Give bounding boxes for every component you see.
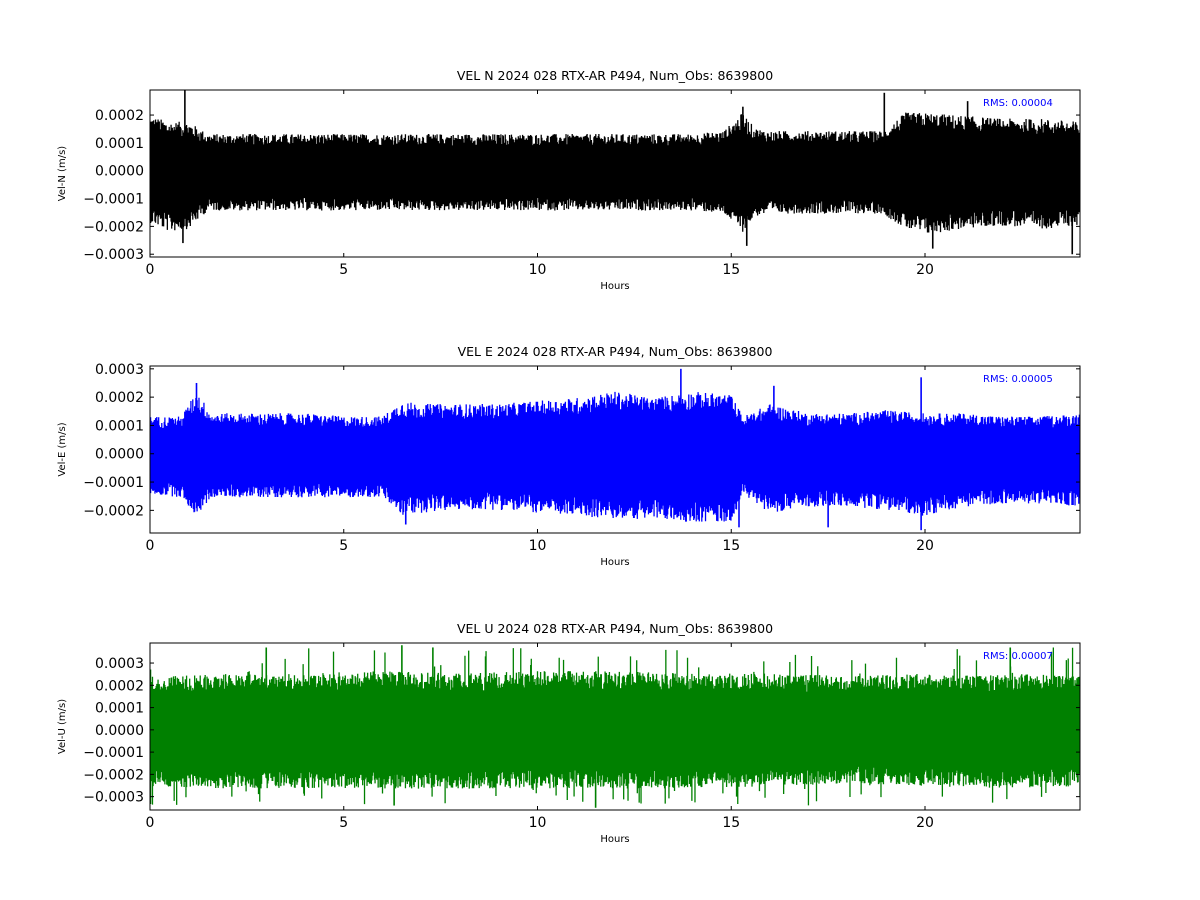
vel-u-ytick-label: −0.0002: [83, 767, 144, 783]
vel-e-xtick-label: 20: [916, 538, 934, 554]
vel-e-xtick-label: 0: [146, 538, 155, 554]
vel-u-xlabel: Hours: [600, 834, 629, 845]
vel-n-title: VEL N 2024 028 RTX-AR P494, Num_Obs: 863…: [457, 68, 773, 83]
vel-e-xtick-label: 5: [339, 538, 348, 554]
vel-e-ytick-label: 0.0002: [95, 390, 144, 406]
vel-e-rms-annotation: RMS: 0.00005: [983, 374, 1053, 385]
vel-u-xtick-label: 5: [339, 815, 348, 831]
vel-n-ytick-label: −0.0001: [83, 192, 144, 208]
vel-e-ylabel: Vel-E (m/s): [57, 422, 68, 476]
vel-n-ytick-label: 0.0001: [95, 136, 144, 152]
vel-e-xlabel: Hours: [600, 557, 629, 568]
vel-e-panel: 0 5 10 15 20 −0.0002 −0.0001 0.0000 0.0001 0.0002…: [57, 344, 1081, 568]
vel-u-xtick-label: 15: [722, 815, 740, 831]
vel-e-xtick-label: 10: [529, 538, 547, 554]
vel-e-ytick-label: 0.0000: [95, 447, 144, 463]
vel-u-ylabel: Vel-U (m/s): [57, 699, 68, 754]
vel-u-ytick-label: 0.0003: [95, 656, 144, 672]
vel-u-panel: 0 5 10 15 20 −0.0003 −0.0002 −0.0001 0.0000 0.000…: [57, 621, 1081, 845]
vel-e-axes-frame: [149, 365, 1081, 534]
vel-e-ytick-label: −0.0001: [83, 475, 144, 491]
vel-u-ytick-label: 0.0002: [95, 678, 144, 694]
vel-u-ytick-label: −0.0003: [83, 790, 144, 806]
vel-n-xtick-label: 0: [146, 262, 155, 278]
vel-e-series-trace: [150, 391, 1080, 522]
vel-n-ylabel: Vel-N (m/s): [57, 146, 68, 201]
vel-e-xtick-label: 15: [722, 538, 740, 554]
vel-n-xtick-label: 20: [916, 262, 934, 278]
vel-u-xtick-label: 0: [146, 815, 155, 831]
vel-u-xtick-label: 10: [529, 815, 547, 831]
vel-n-xtick-label: 10: [529, 262, 547, 278]
vel-n-xtick-label: 15: [722, 262, 740, 278]
vel-n-axes-frame: [149, 89, 1081, 258]
vel-u-xtick-label: 20: [916, 815, 934, 831]
vel-u-ytick-label: −0.0001: [83, 745, 144, 761]
vel-e-ytick-label: 0.0003: [95, 362, 144, 378]
vel-n-ytick-label: 0.0002: [95, 108, 144, 124]
vel-e-ytick-label: −0.0002: [83, 503, 144, 519]
vel-e-title: VEL E 2024 028 RTX-AR P494, Num_Obs: 863…: [458, 344, 773, 359]
vel-u-ytick-label: 0.0001: [95, 701, 144, 717]
vel-u-ytick-label: 0.0000: [95, 723, 144, 739]
vel-n-ytick-label: 0.0000: [95, 164, 144, 180]
vel-n-rms-annotation: RMS: 0.00004: [983, 98, 1053, 109]
vel-n-series-trace: [150, 112, 1080, 233]
vel-u-series-trace: [150, 647, 1080, 806]
vel-e-ytick-label: 0.0001: [95, 418, 144, 434]
vel-u-rms-annotation: RMS: 0.00007: [983, 651, 1053, 662]
vel-u-title: VEL U 2024 028 RTX-AR P494, Num_Obs: 863…: [457, 621, 773, 636]
vel-u-axes-frame: [149, 642, 1081, 811]
vel-n-ytick-label: −0.0002: [83, 219, 144, 235]
vel-n-xtick-label: 5: [339, 262, 348, 278]
vel-n-ytick-label: −0.0003: [83, 247, 144, 263]
vel-n-panel: 0 5 10 15 20 −0.0003 −0.0002 −0.0001 0.0000 0.000…: [57, 68, 1081, 292]
vel-n-xlabel: Hours: [600, 281, 629, 292]
